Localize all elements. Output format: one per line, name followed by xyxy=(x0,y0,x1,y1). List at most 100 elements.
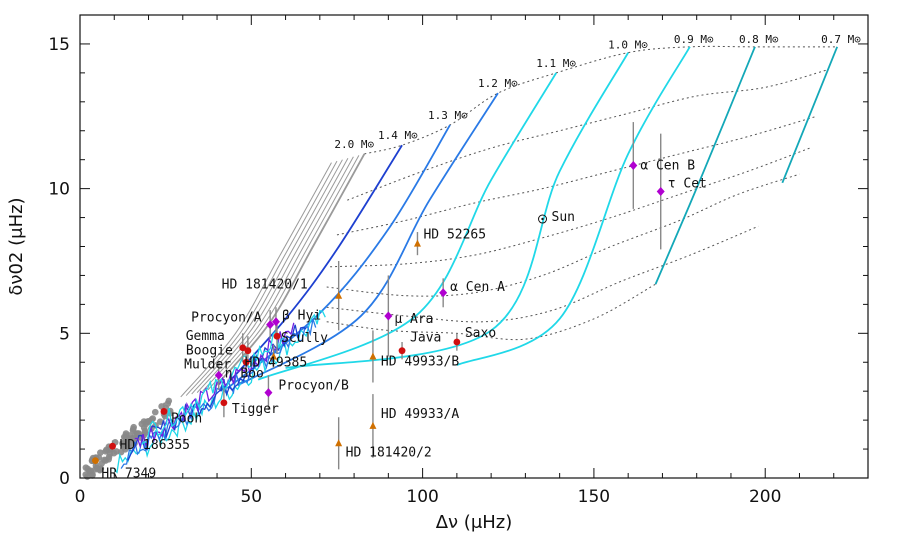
x-tick-label: 200 xyxy=(749,487,781,507)
marker-hd-52265 xyxy=(413,239,421,247)
y-tick-label: 5 xyxy=(59,324,70,344)
track-2-0-m-bundle xyxy=(185,160,338,396)
marker-gemma xyxy=(239,344,247,352)
isochrone xyxy=(336,115,817,236)
star-label-cen-b: α Cen B xyxy=(640,158,695,173)
giant-point xyxy=(145,418,153,425)
star-label-tigger: Tigger xyxy=(232,402,279,417)
marker-tigger xyxy=(220,399,228,407)
star-label-scully: Scully xyxy=(281,331,328,346)
star-label-boo: η Boo xyxy=(225,366,264,381)
mass-label-1-0-m: 1.0 M⊙ xyxy=(608,39,648,52)
marker-ara xyxy=(384,311,393,321)
marker-hd-181420-1 xyxy=(335,291,343,299)
track-2-0-m-bundle xyxy=(196,157,349,393)
giant-point xyxy=(89,471,96,478)
star-label-hd-181420-2: HD 181420/2 xyxy=(346,445,432,460)
star-label-ara: μ Ara xyxy=(394,312,433,327)
marker-procyon-b xyxy=(264,388,273,398)
mass-label-1-2-m: 1.2 M⊙ xyxy=(478,77,518,90)
mass-labels: 2.0 M⊙ 1.4 M⊙ 1.3 M⊙ 1.2 M⊙ 1.1 M⊙ 1.0 M⊙ 0.9 … xyxy=(334,33,861,151)
marker-pooh xyxy=(160,408,168,415)
star-label-hr-7349: HR 7349 xyxy=(101,467,156,482)
star-label-cet: τ Cet xyxy=(668,177,707,192)
track-1-2-m xyxy=(237,92,499,387)
star-label-hd-49933-b: HD 49933/B xyxy=(381,354,459,369)
marker-cet xyxy=(656,187,665,197)
star-label-cen-a: α Cen A xyxy=(450,280,505,295)
marker-boo xyxy=(214,370,223,380)
star-label-hd-49385: HD 49385 xyxy=(245,355,308,370)
x-tick-label: 50 xyxy=(240,487,262,507)
marker-cen-b xyxy=(629,160,638,170)
star-label-hd-181420-1: HD 181420/1 xyxy=(222,278,308,293)
track-1-4-m xyxy=(219,144,403,392)
isochrone xyxy=(326,225,759,323)
track-2-0-m-bundle xyxy=(180,162,332,398)
track-0-9-m xyxy=(456,46,691,366)
marker-hd-186355 xyxy=(109,442,116,450)
giant-point xyxy=(98,460,106,467)
star-label-boogie: Boogie xyxy=(186,344,233,359)
giant-point xyxy=(84,465,92,473)
mass-label-0-8-m: 0.8 M⊙ xyxy=(739,33,779,46)
mass-label-0-7-m: 0.7 M⊙ xyxy=(821,33,861,46)
star-label-procyon-a: Procyon/A xyxy=(191,311,262,326)
star-label-mulder: Mulder xyxy=(184,357,231,372)
giant-point xyxy=(138,420,146,428)
isochrone xyxy=(364,45,838,155)
marker-hyi xyxy=(271,317,280,327)
giant-point xyxy=(96,466,104,474)
track-2-0-m-bundle xyxy=(191,159,343,395)
y-tick-label: 0 xyxy=(59,469,70,489)
track-0-7-m xyxy=(781,46,838,184)
x-tick-label: 100 xyxy=(406,487,438,507)
isochrone-lines xyxy=(326,45,838,341)
marker-hr-7349 xyxy=(92,457,99,465)
star-label-hyi: β Hyi xyxy=(282,309,321,324)
star-label-hd-186355: HD 186355 xyxy=(120,438,190,453)
marker-hd-49933-a xyxy=(369,421,377,429)
evolutionary-tracks xyxy=(113,46,838,474)
track-tail xyxy=(113,309,326,474)
giant-point xyxy=(130,423,137,431)
track-2-0-m xyxy=(212,153,366,389)
star-labels: α Cen B τ Cet Sun HD 52265 α Cen A HD 181420/… xyxy=(101,158,706,481)
marker-mulder xyxy=(242,358,250,366)
x-tick-label: 0 xyxy=(75,487,86,507)
y-axis-label: δν02 (μHz) xyxy=(6,197,27,295)
marker-sun-dot xyxy=(541,217,544,221)
track-tail xyxy=(141,329,285,445)
giant-point xyxy=(156,418,164,426)
marker-hd-49933-b xyxy=(369,352,377,360)
marker-sun xyxy=(538,214,548,224)
mass-label-1-4-m: 1.4 M⊙ xyxy=(378,129,418,142)
marker-boogie xyxy=(244,347,252,355)
track-2-0-m-bundle xyxy=(202,156,354,392)
isochrone xyxy=(330,147,810,268)
y-tick-label: 10 xyxy=(48,180,70,200)
giant-point xyxy=(120,441,128,449)
giant-point xyxy=(151,408,159,416)
marker-java xyxy=(398,347,406,355)
marker-cen-a xyxy=(439,288,448,298)
isochrone xyxy=(326,173,800,297)
star-label-gemma: Gemma xyxy=(186,329,225,344)
star-label-sun: Sun xyxy=(552,210,575,225)
mass-label-2-0-m: 2.0 M⊙ xyxy=(334,138,374,151)
marker-hd-181420-2 xyxy=(335,439,343,447)
giant-point xyxy=(105,453,113,461)
star-label-procyon-b: Procyon/B xyxy=(278,379,349,394)
y-tick-label: 15 xyxy=(48,35,70,55)
axes: 0 50 100 150 200 0 5 10 15 Δν (μHz) δν02 (μHz) xyxy=(6,14,869,533)
mass-label-0-9-m: 0.9 M⊙ xyxy=(674,33,714,46)
giant-point xyxy=(126,432,133,439)
star-label-saxo: Saxo xyxy=(465,326,496,341)
marker-saxo xyxy=(453,338,461,346)
mass-label-1-3-m: 1.3 M⊙ xyxy=(428,109,468,122)
star-markers xyxy=(92,160,665,465)
star-label-java: Java xyxy=(410,331,441,346)
star-label-hd-52265: HD 52265 xyxy=(423,228,486,243)
mass-label-1-1-m: 1.1 M⊙ xyxy=(536,57,576,70)
